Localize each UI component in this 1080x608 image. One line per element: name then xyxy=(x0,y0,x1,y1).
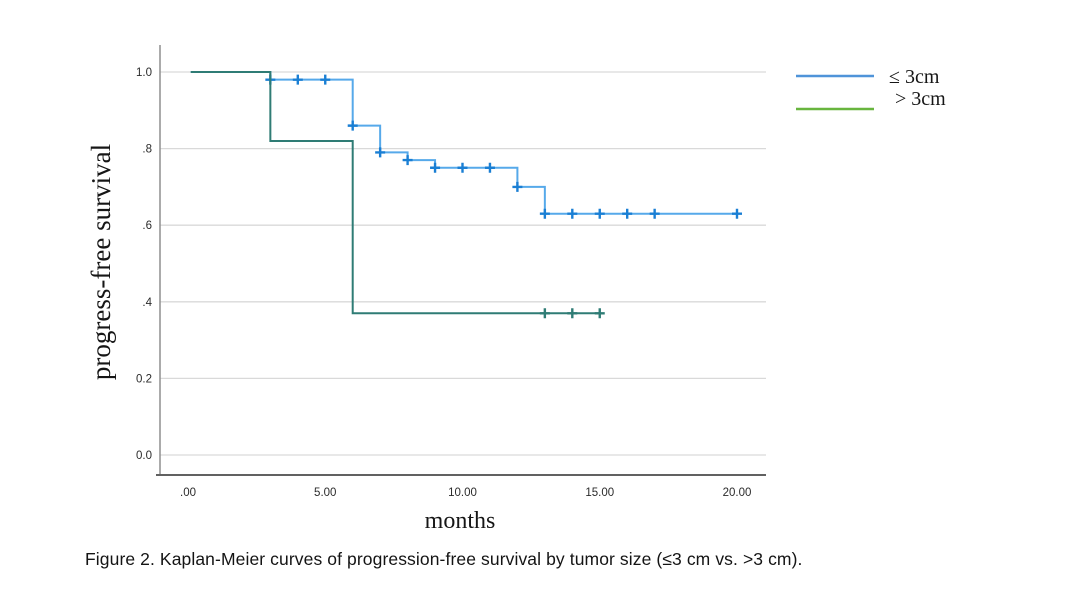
y-tick-label: 0.0 xyxy=(136,450,152,462)
y-tick-label: .6 xyxy=(142,220,152,232)
axis-frame-group xyxy=(156,45,766,476)
legend-label-gt-3cm: > 3cm xyxy=(895,88,946,110)
legend-label-le-3cm: ≤ 3cm xyxy=(889,66,940,88)
y-tick-labels-group: 1.0 .8 .6 .4 0.2 0.0 xyxy=(136,67,153,462)
censor-mark xyxy=(649,208,660,219)
x-tick-label: 10.00 xyxy=(448,487,477,499)
km-curve-le-3cm xyxy=(190,71,737,215)
figure-caption: Figure 2. Kaplan-Meier curves of progres… xyxy=(85,549,803,569)
x-tick-label: 5.00 xyxy=(314,487,336,499)
censor-mark xyxy=(292,74,303,85)
y-tick-label: 0.2 xyxy=(136,373,152,385)
y-tick-label: 1.0 xyxy=(136,67,152,79)
censor-mark xyxy=(732,208,742,219)
survival-curves-group xyxy=(190,71,742,319)
x-tick-labels-group: .00 5.00 10.00 15.00 20.00 xyxy=(180,487,751,499)
km-chart: .00 5.00 10.00 15.00 20.00 1.0 .8 .6 .4 0.2 0.0 m… xyxy=(86,45,946,534)
censor-mark xyxy=(539,308,550,319)
censor-mark xyxy=(320,74,331,85)
censor-mark xyxy=(539,208,550,219)
censor-mark xyxy=(375,147,386,158)
legend: ≤ 3cm > 3cm xyxy=(796,66,946,111)
censor-mark xyxy=(594,308,605,319)
censor-mark xyxy=(402,155,413,166)
censor-mark xyxy=(457,162,468,173)
y-axis-title: progress-free survival xyxy=(86,144,116,380)
censor-mark xyxy=(484,162,495,173)
x-tick-label: 20.00 xyxy=(723,487,752,499)
gridlines-group xyxy=(160,71,766,456)
censor-mark xyxy=(594,208,605,219)
x-tick-label: .00 xyxy=(180,487,196,499)
censor-mark xyxy=(512,181,523,192)
censor-mark xyxy=(567,308,578,319)
censor-mark xyxy=(567,208,578,219)
km-curve-gt-3cm xyxy=(190,71,600,315)
y-tick-label: .4 xyxy=(142,297,152,309)
censor-mark xyxy=(430,162,441,173)
x-axis-title: months xyxy=(425,508,496,534)
x-tick-label: 15.00 xyxy=(585,487,614,499)
censor-mark xyxy=(347,120,358,131)
censor-mark xyxy=(622,208,633,219)
y-tick-label: .8 xyxy=(142,144,152,156)
